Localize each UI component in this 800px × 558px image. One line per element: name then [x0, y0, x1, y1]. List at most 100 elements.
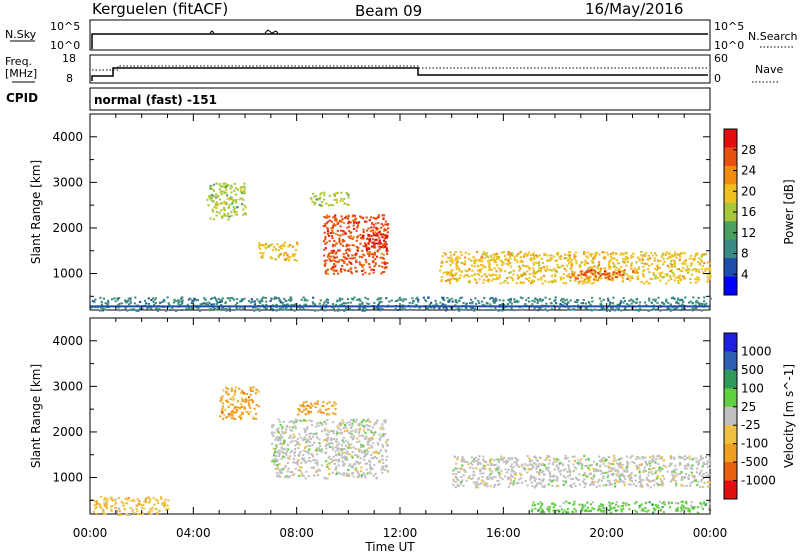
velocity-cell	[610, 473, 613, 476]
power-cell	[211, 297, 214, 300]
power-cell	[483, 297, 486, 299]
power-cell	[617, 268, 620, 271]
colorbar-swatch	[724, 165, 737, 185]
power-cell	[387, 223, 390, 225]
velocity-cell	[572, 463, 575, 466]
power-cell	[528, 300, 531, 303]
power-cell	[702, 253, 705, 256]
velocity-cell	[160, 498, 163, 501]
power-cell	[695, 281, 698, 284]
power-cell	[701, 253, 704, 256]
power-cell	[323, 216, 326, 218]
power-cell	[583, 280, 586, 283]
power-cell	[385, 229, 388, 231]
velocity-cell	[316, 463, 319, 466]
velocity-cell	[689, 485, 692, 488]
velocity-cell	[326, 436, 329, 439]
velocity-cell	[622, 474, 625, 477]
power-cell	[463, 263, 466, 266]
velocity-cell	[272, 458, 275, 461]
velocity-cell	[656, 475, 659, 477]
power-cell	[643, 262, 646, 265]
velocity-cell	[320, 430, 324, 433]
velocity-cell	[701, 477, 704, 480]
velocity-cell	[505, 459, 508, 462]
power-cell	[638, 258, 641, 261]
velocity-cell	[558, 461, 561, 464]
velocity-cell	[506, 471, 509, 474]
power-cell	[495, 278, 498, 281]
velocity-cell	[136, 510, 139, 513]
power-cell	[333, 195, 336, 197]
power-cell	[455, 272, 458, 275]
velocity-cell	[674, 472, 677, 474]
velocity-cell	[286, 470, 289, 473]
velocity-cell	[278, 450, 282, 453]
power-cell	[220, 209, 223, 212]
velocity-cell	[328, 413, 331, 416]
power-cell	[580, 276, 583, 279]
velocity-cell	[358, 427, 362, 430]
power-cell	[379, 309, 382, 312]
velocity-cell	[702, 472, 705, 475]
velocity-cell	[675, 482, 678, 485]
velocity-cell	[454, 486, 457, 489]
power-cell	[478, 308, 481, 311]
velocity-cell	[361, 434, 364, 437]
velocity-cell	[303, 427, 306, 430]
velocity-cell	[608, 509, 611, 512]
velocity-cell	[306, 404, 309, 407]
power-cell	[328, 219, 331, 222]
velocity-cell	[309, 441, 312, 444]
power-cell	[665, 298, 668, 301]
velocity-cell	[486, 463, 490, 466]
power-cell	[386, 262, 389, 264]
velocity-cell	[323, 439, 326, 442]
power-cell	[214, 196, 218, 199]
velocity-cell	[315, 453, 319, 456]
velocity-cell	[99, 504, 102, 507]
velocity-cell	[598, 484, 601, 487]
velocity-cell	[615, 501, 618, 504]
velocity-cell	[303, 437, 306, 440]
velocity-cell	[324, 438, 327, 441]
power-cell	[515, 254, 518, 257]
velocity-cell	[336, 449, 340, 452]
velocity-cell	[243, 407, 246, 410]
velocity-cell	[709, 460, 712, 463]
velocity-cell	[275, 451, 278, 454]
power-cell	[453, 253, 456, 256]
power-cell	[451, 261, 454, 264]
power-cell	[622, 270, 625, 272]
power-cell	[337, 233, 340, 236]
power-cell	[565, 257, 568, 259]
power-cell	[598, 297, 602, 300]
power-cell	[365, 216, 368, 219]
power-cell	[120, 302, 123, 305]
velocity-cell	[573, 459, 576, 462]
power-cell	[571, 270, 574, 273]
velocity-cell	[640, 463, 643, 466]
velocity-cell	[473, 460, 476, 463]
velocity-cell	[653, 460, 656, 463]
power-cell	[351, 257, 354, 260]
power-cell	[461, 262, 464, 265]
power-cell	[615, 308, 618, 311]
velocity-cell	[318, 447, 321, 450]
power-cell	[114, 300, 117, 303]
power-cell	[617, 262, 620, 265]
power-cell	[544, 308, 547, 311]
power-cell	[343, 261, 346, 264]
velocity-cell	[313, 474, 316, 477]
power-cell	[632, 271, 635, 274]
power-cell	[227, 206, 230, 209]
velocity-cell	[271, 442, 274, 445]
velocity-cell	[335, 459, 338, 462]
velocity-cell	[663, 477, 666, 480]
power-cell	[257, 300, 260, 303]
power-cell	[586, 256, 589, 259]
power-cell	[326, 232, 329, 235]
power-cell	[567, 253, 570, 256]
velocity-cell	[709, 463, 712, 466]
velocity-cell	[671, 478, 674, 481]
